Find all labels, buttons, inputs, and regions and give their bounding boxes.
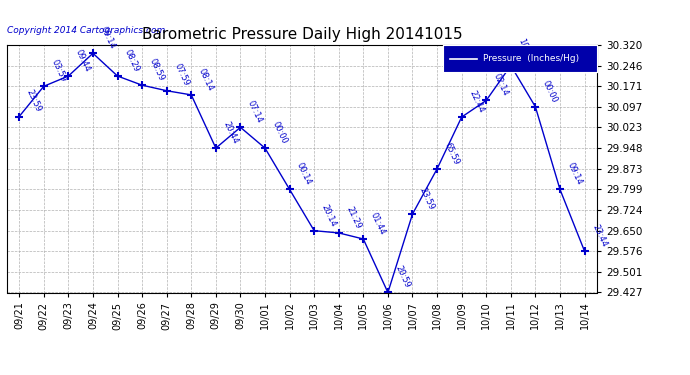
Text: 08:59: 08:59 [148, 57, 166, 82]
Text: 65:59: 65:59 [442, 141, 461, 166]
Text: 00:00: 00:00 [270, 120, 288, 146]
Text: Copyright 2014 Cartographics.com: Copyright 2014 Cartographics.com [7, 26, 165, 35]
Text: 09:14: 09:14 [99, 25, 117, 51]
Text: 10:29: 10:29 [516, 38, 535, 63]
Text: 00:14: 00:14 [295, 161, 313, 187]
Text: 08:14: 08:14 [197, 67, 215, 92]
Title: Barometric Pressure Daily High 20141015: Barometric Pressure Daily High 20141015 [141, 27, 462, 42]
Text: 02:14: 02:14 [492, 72, 510, 98]
Text: 20:59: 20:59 [393, 264, 412, 290]
Text: 09:44: 09:44 [74, 48, 92, 73]
Text: 20:14: 20:14 [319, 202, 338, 228]
Text: 23:44: 23:44 [590, 223, 609, 248]
Text: 23:59: 23:59 [25, 88, 43, 114]
Text: 09:14: 09:14 [566, 161, 584, 187]
Text: 01:44: 01:44 [369, 211, 387, 236]
Text: 08:29: 08:29 [123, 48, 141, 73]
Text: 22:44: 22:44 [467, 89, 485, 114]
Text: 07:14: 07:14 [246, 99, 264, 124]
Text: 21:29: 21:29 [344, 205, 362, 230]
Text: 03:59: 03:59 [49, 58, 68, 84]
Text: 00:00: 00:00 [541, 79, 559, 104]
Text: 20:44: 20:44 [221, 120, 239, 146]
Text: 07:59: 07:59 [172, 63, 190, 88]
Text: 23:59: 23:59 [418, 186, 436, 211]
